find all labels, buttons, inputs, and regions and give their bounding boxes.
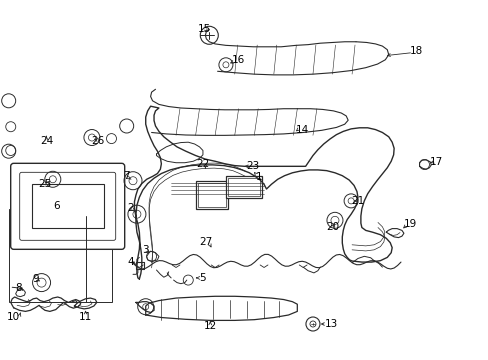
FancyBboxPatch shape xyxy=(11,163,124,249)
Text: 19: 19 xyxy=(403,219,417,229)
Text: 4: 4 xyxy=(127,257,134,267)
Bar xyxy=(32,184,103,228)
Text: 12: 12 xyxy=(203,321,217,331)
Text: 11: 11 xyxy=(79,312,92,322)
FancyBboxPatch shape xyxy=(20,172,116,240)
Text: 21: 21 xyxy=(350,196,364,206)
Bar xyxy=(9,209,112,302)
Text: 20: 20 xyxy=(325,222,338,232)
Bar xyxy=(195,181,227,209)
Text: 16: 16 xyxy=(231,55,245,65)
Text: 25: 25 xyxy=(38,179,52,189)
Text: 27: 27 xyxy=(198,237,212,247)
Text: 23: 23 xyxy=(246,161,260,171)
Text: 22: 22 xyxy=(196,159,209,169)
Text: 8: 8 xyxy=(15,283,22,293)
Text: 3: 3 xyxy=(142,245,149,255)
Text: 18: 18 xyxy=(409,46,423,56)
Circle shape xyxy=(1,94,16,108)
Circle shape xyxy=(120,119,133,133)
Text: 15: 15 xyxy=(197,24,211,34)
Circle shape xyxy=(1,144,16,158)
Text: 7: 7 xyxy=(122,171,129,181)
Text: 17: 17 xyxy=(428,157,442,167)
Text: 24: 24 xyxy=(40,136,53,146)
Text: 10: 10 xyxy=(7,312,20,322)
Text: 26: 26 xyxy=(91,136,104,146)
Text: 2: 2 xyxy=(127,203,134,213)
Text: 1: 1 xyxy=(255,172,262,182)
Bar xyxy=(225,176,262,198)
Text: 9: 9 xyxy=(32,274,39,284)
Text: 13: 13 xyxy=(324,319,338,329)
Bar xyxy=(227,179,260,197)
Bar xyxy=(197,183,225,207)
Text: 6: 6 xyxy=(53,201,60,211)
Text: 14: 14 xyxy=(295,125,308,135)
Text: 5: 5 xyxy=(199,273,206,283)
